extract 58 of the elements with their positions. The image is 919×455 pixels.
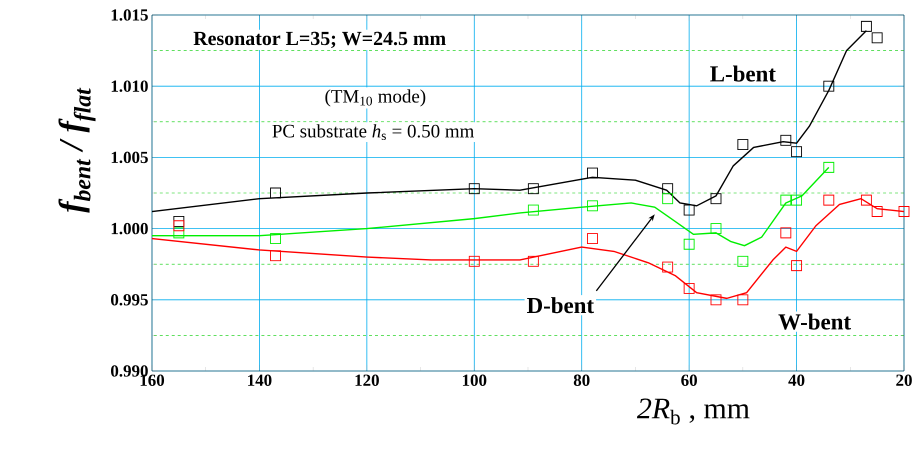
x-tick-label: 40 [788, 374, 804, 386]
point [587, 233, 598, 244]
point [468, 256, 480, 267]
annotation: (TM$_{10}$ mode) [325, 89, 426, 107]
point [737, 294, 748, 306]
x-tick-label: 120 [356, 374, 379, 386]
x-tick-label: 20 [896, 374, 912, 386]
point [173, 227, 184, 238]
text: L-bent [710, 66, 776, 82]
point [684, 282, 695, 294]
point [710, 193, 722, 204]
point [528, 183, 539, 194]
point [528, 204, 539, 216]
point [528, 256, 539, 267]
x-tick-label: 140 [248, 374, 272, 386]
text: Resonator L=35; W=24.5 mm [194, 32, 446, 48]
annotation: PC substrate h$_{s}$ = 0.50 mm [272, 124, 474, 140]
point [737, 256, 748, 267]
point [860, 20, 872, 32]
point [684, 204, 695, 216]
point [780, 194, 792, 206]
annotation: D-bent [527, 297, 594, 314]
point [791, 194, 802, 206]
point [587, 200, 598, 212]
point [173, 220, 184, 232]
x-tick-label: 60 [681, 374, 697, 386]
point [823, 80, 834, 92]
point [823, 162, 834, 173]
point [872, 206, 883, 217]
point [791, 260, 802, 272]
point [270, 250, 281, 262]
point [780, 227, 792, 238]
series-label: W-bent [778, 313, 851, 330]
point [270, 233, 281, 244]
y-tick-label: 0.990 [111, 365, 148, 377]
x-tick-label: 100 [462, 374, 486, 386]
y-tick-label: 0.995 [111, 294, 148, 306]
point [710, 294, 722, 306]
x-tick-label: 160 [140, 374, 164, 386]
point [684, 238, 695, 250]
point [898, 206, 910, 217]
y-tick-label: 1.005 [112, 152, 148, 164]
y-tick-label: 1.015 [112, 9, 148, 21]
point [710, 223, 722, 234]
y-tick-label: 1.000 [112, 222, 148, 234]
point [737, 139, 748, 150]
point [662, 262, 674, 272]
x-axis-title: 2R$_{b}$ , mm [636, 398, 750, 424]
point [860, 194, 872, 206]
point [823, 194, 834, 206]
y-axis-title: f$_{bent}$ / f$_{flat}$ [58, 88, 96, 213]
point [791, 146, 802, 158]
point [872, 32, 883, 44]
point [468, 183, 480, 194]
point [662, 193, 674, 204]
x-tick-label: 80 [574, 374, 590, 386]
point [780, 134, 792, 146]
y-tick-label: 1.010 [112, 80, 148, 92]
